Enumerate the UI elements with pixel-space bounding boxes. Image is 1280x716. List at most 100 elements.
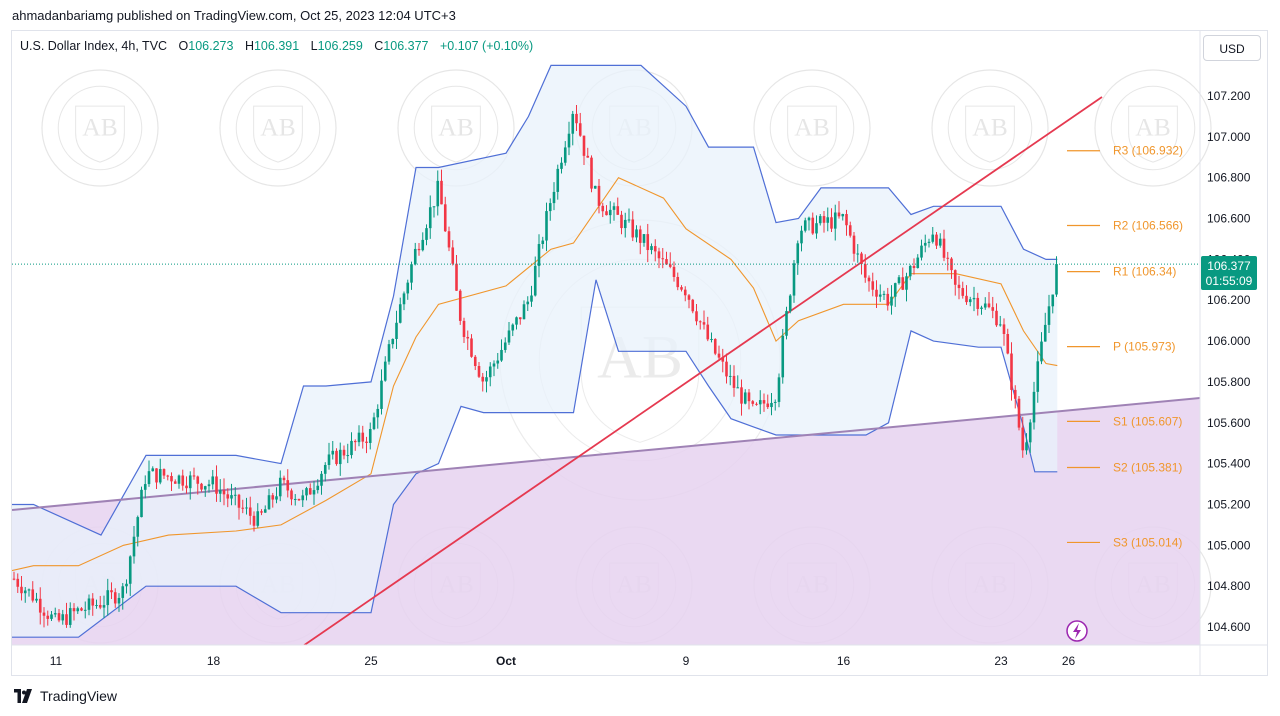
candle xyxy=(601,202,605,218)
candle xyxy=(687,293,691,309)
candle xyxy=(642,234,646,247)
y-tick-label: 107.200 xyxy=(1207,89,1251,103)
candle xyxy=(230,483,233,506)
candle xyxy=(747,389,751,410)
y-tick-label: 106.000 xyxy=(1207,334,1251,348)
candle xyxy=(507,321,511,345)
candle xyxy=(98,595,102,610)
candles-layer xyxy=(12,105,1058,628)
time-axis[interactable]: 11 18 25 Oct 9 16 23 26 xyxy=(50,654,1076,668)
pivot-level-r2: R2 (106.566) xyxy=(1067,218,1183,232)
candle xyxy=(980,305,983,315)
candle xyxy=(995,303,998,327)
candle xyxy=(125,579,128,594)
candle xyxy=(792,259,796,303)
symbol-name[interactable]: U.S. Dollar Index, 4h, TVC xyxy=(20,39,168,53)
candle xyxy=(807,216,811,231)
candle xyxy=(110,582,113,600)
price-axis[interactable]: 107.200107.000106.800106.600106.400106.2… xyxy=(1207,89,1251,634)
candle xyxy=(743,389,747,405)
candle xyxy=(312,481,316,505)
candle xyxy=(762,393,766,412)
candle xyxy=(631,211,635,242)
pivot-level-s2: S2 (105.381) xyxy=(1067,460,1182,474)
y-tick-label: 105.800 xyxy=(1207,375,1251,389)
currency-button[interactable]: USD xyxy=(1203,35,1261,61)
candle xyxy=(518,317,522,325)
low-label: L xyxy=(310,39,318,53)
candle xyxy=(383,356,387,382)
candle xyxy=(462,317,466,344)
y-tick-label: 105.400 xyxy=(1207,457,1251,471)
pivot-label: S3 (105.014) xyxy=(1113,535,1182,549)
candle xyxy=(770,392,773,416)
y-tick-label: 107.000 xyxy=(1207,130,1251,144)
pivot-level-p: P (105.973) xyxy=(1067,340,1176,354)
candle xyxy=(447,226,451,252)
candle xyxy=(263,505,267,513)
candle xyxy=(308,483,312,495)
candle xyxy=(113,588,117,608)
watermark-text: AB xyxy=(260,112,296,141)
candle xyxy=(432,206,436,218)
candle xyxy=(368,422,372,450)
candle xyxy=(192,467,196,480)
candle xyxy=(751,399,755,407)
candle xyxy=(931,226,935,244)
candle xyxy=(597,178,601,214)
candle xyxy=(965,285,968,305)
y-tick-label: 106.600 xyxy=(1207,212,1251,226)
candle xyxy=(582,135,586,165)
candle xyxy=(323,462,327,482)
candle xyxy=(132,526,136,564)
candle xyxy=(466,330,470,350)
candle xyxy=(537,234,541,278)
candle xyxy=(27,588,31,597)
resistance-trendline[interactable] xyxy=(300,96,1103,648)
candle xyxy=(391,338,395,349)
candle xyxy=(972,286,976,312)
y-tick-label: 105.600 xyxy=(1207,416,1251,430)
change-value: +0.107 (+0.10%) xyxy=(439,39,534,53)
candle xyxy=(102,595,106,619)
candle xyxy=(275,487,278,504)
lightning-icon[interactable] xyxy=(1066,620,1088,642)
candle xyxy=(590,155,593,193)
candle xyxy=(211,469,215,490)
pivot-label: R3 (106.932) xyxy=(1113,144,1183,158)
candle xyxy=(833,204,837,241)
candle xyxy=(346,443,350,464)
candle xyxy=(87,594,91,616)
watermark-seal-icon: AB xyxy=(1094,69,1212,187)
candle xyxy=(200,482,203,492)
channel-upper-line xyxy=(12,64,1058,536)
candle xyxy=(905,272,908,302)
candle xyxy=(605,205,608,216)
candle xyxy=(638,225,642,255)
candle xyxy=(661,248,665,269)
candle xyxy=(515,316,518,330)
footer-brand[interactable]: TradingView xyxy=(12,688,117,704)
pivot-label: R2 (106.566) xyxy=(1113,218,1183,232)
candle xyxy=(623,212,627,238)
candle xyxy=(1002,318,1006,346)
candle xyxy=(72,603,76,621)
candle xyxy=(871,272,875,297)
candle xyxy=(31,581,35,603)
candle xyxy=(991,296,995,319)
candle xyxy=(128,555,132,596)
candle xyxy=(76,606,80,614)
candle xyxy=(815,215,818,239)
candle xyxy=(766,394,770,410)
support-trendline[interactable] xyxy=(12,397,1200,511)
badge-countdown: 01:55:09 xyxy=(1206,274,1253,288)
candle xyxy=(80,607,83,612)
candle xyxy=(987,291,991,309)
candle xyxy=(1017,395,1021,431)
candle xyxy=(207,479,211,493)
candle xyxy=(361,425,365,449)
candle xyxy=(578,112,582,137)
candle xyxy=(1028,419,1032,453)
candle xyxy=(492,360,496,377)
